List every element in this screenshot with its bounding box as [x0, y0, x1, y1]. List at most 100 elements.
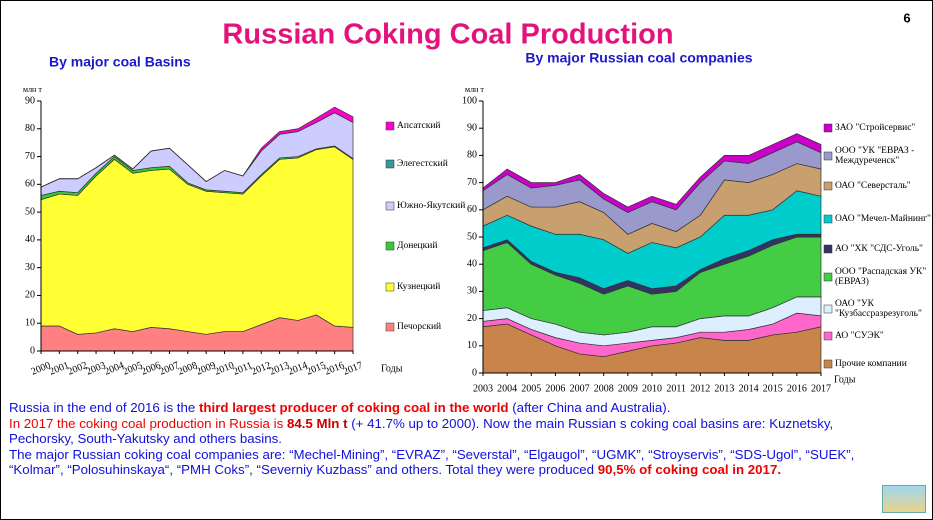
y-tick-label: 90: [467, 122, 477, 133]
text-run: In 2017 the coking coal production in Ru…: [9, 415, 287, 431]
legend-label: ООО "УК "ЕВРАЗ - Междуреченск": [835, 146, 915, 166]
x-tick-label: 2006: [545, 383, 565, 394]
legend-label: Южно-Якутский: [397, 201, 466, 211]
y-tick-label: 80: [25, 123, 35, 134]
legend-label: Донецкий: [397, 241, 438, 251]
x-tick-label: 2017: [811, 383, 831, 394]
legend-item: Печорский: [397, 322, 442, 332]
y-tick-label: 0: [472, 367, 477, 378]
legend-label: ОАО "Мечел-Майнинг": [835, 214, 931, 224]
legend-swatch: [823, 181, 833, 191]
legend-swatch: [823, 304, 833, 314]
legend-item: ООО "УК "ЕВРАЗ - Междуреченск": [835, 146, 915, 166]
legend-item: ОАО "Мечел-Майнинг": [835, 214, 931, 224]
x-tick-label: 2017: [342, 360, 365, 378]
x-tick-label: 2007: [570, 383, 590, 394]
text-run: (+ 41.7% up to 2000). Now the main Russi…: [9, 415, 834, 447]
x-tick-label: 2008: [594, 383, 614, 394]
legend-label: Элегестский: [397, 159, 448, 169]
x-tick-label: 2014: [739, 383, 759, 394]
y-tick-label: 10: [25, 318, 35, 329]
legend-label: Печорский: [397, 322, 442, 332]
y-tick-label: 70: [467, 177, 477, 188]
legend-swatch: [823, 272, 833, 282]
text-run: 90,5% of coking coal in 2017.: [597, 462, 782, 478]
legend-swatch: [385, 282, 395, 292]
y-tick-label: 80: [467, 150, 477, 161]
x-tick-label: 2013: [714, 383, 734, 394]
chart-subtitle: By major coal Basins: [49, 54, 191, 70]
legend-item: АО "ХК "СДС-Уголь": [835, 244, 923, 254]
x-tick-label: 2011: [666, 383, 686, 394]
text-run: (after China and Australia).: [508, 400, 671, 415]
y-tick-label: 60: [467, 204, 477, 215]
y-tick-label: 0: [30, 345, 35, 356]
legend-item: ЗАО "Стройсервис": [835, 123, 916, 133]
legend-swatch: [385, 201, 395, 211]
x-tick-label: 2010: [642, 383, 662, 394]
y-tick-label: 10: [467, 340, 477, 351]
y-tick-label: 60: [25, 179, 35, 190]
text-block: Russia in the end of 2016 is the third l…: [9, 400, 889, 478]
legend-item: Донецкий: [397, 241, 438, 251]
text-run: 84.5 Mln t: [286, 415, 348, 431]
legend-swatch: [385, 241, 395, 251]
y-tick-label: 70: [25, 151, 35, 162]
y-tick-label: 40: [25, 234, 35, 245]
y-tick-label: 20: [467, 313, 477, 324]
text-run: Russia in the end of 2016 is the: [9, 400, 199, 415]
y-tick-label: 30: [467, 286, 477, 297]
legend-swatch: [823, 331, 833, 341]
y-tick-label: 90: [25, 95, 35, 106]
legend-item: АО "СУЭК": [835, 331, 884, 341]
legend-label: ОАО "Северсталь": [835, 181, 911, 191]
legend-swatch: [385, 121, 395, 131]
legend-label: ООО "Распадская УК" (ЕВРАЗ): [835, 267, 927, 287]
y-tick-label: 50: [25, 206, 35, 217]
legend-label: ОАО "УК "Кузбассразрезуголь": [835, 299, 922, 319]
text-run: third largest producer of coking coal in…: [198, 400, 509, 415]
x-tick-label: 2015: [763, 383, 783, 394]
legend-item: Кузнецкий: [397, 282, 441, 292]
y-tick-label: 20: [25, 290, 35, 301]
legend-label: Прочие компании: [835, 359, 907, 369]
y-axis-label: млн т: [465, 85, 484, 94]
legend-label: АО "ХК "СДС-Уголь": [835, 244, 923, 254]
legend-item: ООО "Распадская УК" (ЕВРАЗ): [835, 267, 927, 287]
area: [40, 106, 354, 188]
y-tick-label: 50: [467, 231, 477, 242]
x-tick-label: 2003: [473, 383, 493, 394]
x-tick-label: 2005: [521, 383, 541, 394]
y-tick-label: 30: [25, 262, 35, 273]
slide-title: Russian Coking Coal Production: [222, 19, 673, 51]
legend-label: Кузнецкий: [397, 282, 441, 292]
legend-swatch: [823, 123, 833, 133]
logo-icon: [882, 485, 926, 513]
x-tick-label: 2009: [618, 383, 638, 394]
paragraph: In 2017 the coking coal production in Ru…: [9, 416, 889, 447]
legend-swatch: [385, 159, 395, 169]
legend-item: Элегестский: [397, 159, 448, 169]
legend-swatch: [823, 151, 833, 161]
legend-swatch: [385, 322, 395, 332]
x-tick-label: 2004: [497, 383, 517, 394]
chart-subtitle: By major Russian coal companies: [525, 50, 752, 66]
legend-item: Южно-Якутский: [397, 201, 466, 211]
text-run: The major Russian coking coal companies …: [9, 446, 855, 478]
legend-item: ОАО "Северсталь": [835, 181, 911, 191]
area: [482, 133, 822, 213]
x-axis-label: Годы: [834, 374, 856, 385]
y-axis-label: млн т: [23, 85, 42, 94]
legend-label: ЗАО "Стройсервис": [835, 123, 916, 133]
y-tick-label: 40: [467, 258, 477, 269]
legend-swatch: [823, 244, 833, 254]
paragraph: Russia in the end of 2016 is the third l…: [9, 400, 889, 416]
legend-swatch: [823, 359, 833, 369]
legend-item: Апсатский: [397, 121, 441, 131]
legend-label: Апсатский: [397, 121, 441, 131]
legend-swatch: [823, 214, 833, 224]
legend-item: Прочие компании: [835, 359, 907, 369]
y-tick-label: 100: [462, 95, 477, 106]
x-axis-label: Годы: [381, 363, 403, 374]
